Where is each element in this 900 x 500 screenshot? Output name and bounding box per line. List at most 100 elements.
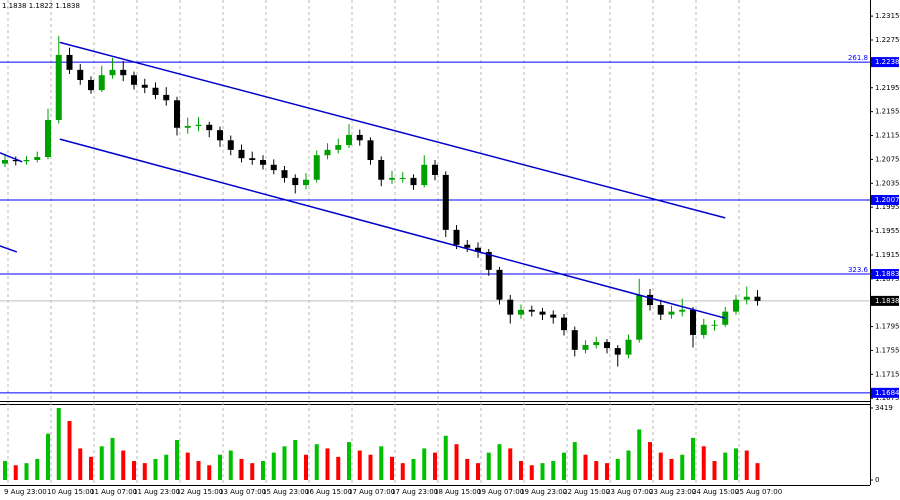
volume-bar (347, 442, 351, 480)
candle-body (550, 314, 557, 318)
volume-bar (56, 408, 61, 480)
x-tick-label: 17 Aug 07:00 (348, 488, 395, 496)
candle-body (453, 229, 460, 245)
volume-bar (615, 458, 620, 480)
candle-body (571, 330, 578, 350)
candle-body (539, 311, 546, 315)
candle-body (743, 296, 750, 300)
level-label-box (871, 269, 899, 280)
candle-body (238, 149, 245, 159)
level-ratio: 323.6 (848, 266, 869, 274)
volume-bar (132, 461, 136, 480)
volume-bar (476, 463, 480, 480)
candle-body (303, 179, 309, 186)
candle-body (442, 174, 449, 230)
volume-bar (465, 458, 470, 480)
candle-body (507, 299, 514, 315)
volume-bar (89, 456, 93, 480)
x-tick-label: 13 Aug 07:00 (219, 488, 266, 496)
volume-bar (293, 439, 298, 480)
x-tick-label: 19 Aug 23:00 (520, 488, 567, 496)
candle-body (690, 309, 696, 335)
volume-bar (228, 450, 233, 480)
candle-body (217, 130, 223, 141)
volume-bar (508, 448, 513, 480)
y-tick-label: 1.2155 (875, 108, 900, 116)
volume-bar (121, 450, 126, 480)
volume-bar (314, 444, 319, 480)
current-price-label: 1.1838 (875, 297, 900, 305)
candle-body (604, 342, 610, 349)
volume-bar (712, 461, 717, 480)
candle-body (733, 299, 739, 312)
y-tick-label: 1.1755 (875, 346, 900, 354)
current-price-box (871, 295, 899, 306)
x-tick-label: 23 Aug 23:00 (649, 488, 696, 496)
y-tick-label: 1.1675 (875, 394, 900, 402)
level-label: 1.1684 (875, 389, 900, 397)
volume-bar (744, 450, 749, 480)
volume-bar (583, 454, 588, 480)
volume-bar (196, 461, 201, 480)
volume-bar (282, 446, 287, 480)
candle-body (174, 100, 180, 128)
volume-bar (433, 452, 437, 480)
candle-body (324, 149, 331, 156)
candle-body (120, 69, 127, 76)
volume-bar (755, 463, 760, 480)
volume-bar (658, 452, 663, 480)
candle-body (45, 120, 51, 158)
y-tick-label: 1.1995 (875, 203, 900, 211)
level-label-box (871, 195, 899, 205)
x-tick-label: 15 Aug 23:00 (262, 488, 309, 496)
y-tick-label: 1.1955 (875, 227, 900, 235)
trend-line (0, 245, 18, 253)
level-label-box (871, 387, 899, 398)
volume-bar (24, 463, 29, 480)
candle-body (593, 342, 600, 346)
volume-bar (357, 450, 362, 480)
candle-body (260, 160, 266, 165)
y-tick-label: 1.2275 (875, 36, 900, 44)
volume-bar (185, 452, 190, 480)
volume-bar (153, 458, 158, 480)
volume-bar (454, 444, 459, 480)
volume-bar (46, 433, 50, 480)
trend-line (0, 152, 23, 163)
volume-bar (723, 452, 728, 480)
volume-bar (304, 454, 308, 480)
candle-body (55, 54, 62, 121)
volume-bar (164, 454, 169, 480)
volume-bar (626, 450, 631, 480)
volume-bar (261, 461, 265, 480)
candle-body (614, 348, 621, 355)
volume-bar (669, 458, 674, 480)
volume-bar (605, 463, 609, 480)
volume-bar (551, 461, 556, 480)
candle-body (421, 164, 428, 186)
volume-bar (529, 465, 534, 480)
candle-body (711, 324, 718, 326)
candle-body (88, 80, 94, 91)
volume-bar (411, 458, 416, 480)
volume-bar (486, 452, 491, 480)
candle-body (367, 140, 374, 160)
candle-body (389, 177, 395, 180)
candle-body (131, 75, 137, 85)
candle-body (356, 134, 363, 141)
candle-body (77, 69, 84, 80)
candle-body (34, 157, 41, 160)
y-tick-label: 1.2315 (875, 12, 900, 20)
trend-line (59, 138, 726, 319)
volume-bar (701, 446, 706, 480)
candle-body (346, 134, 352, 146)
candle-body (464, 244, 471, 248)
level-label: 1.2007 (875, 196, 900, 204)
x-tick-label: 12 Aug 15:00 (176, 488, 223, 496)
candle-body (518, 309, 524, 315)
candle-body (227, 140, 234, 150)
volume-bar (443, 435, 448, 480)
volume-bar (110, 437, 115, 480)
volume-bar (142, 463, 147, 480)
